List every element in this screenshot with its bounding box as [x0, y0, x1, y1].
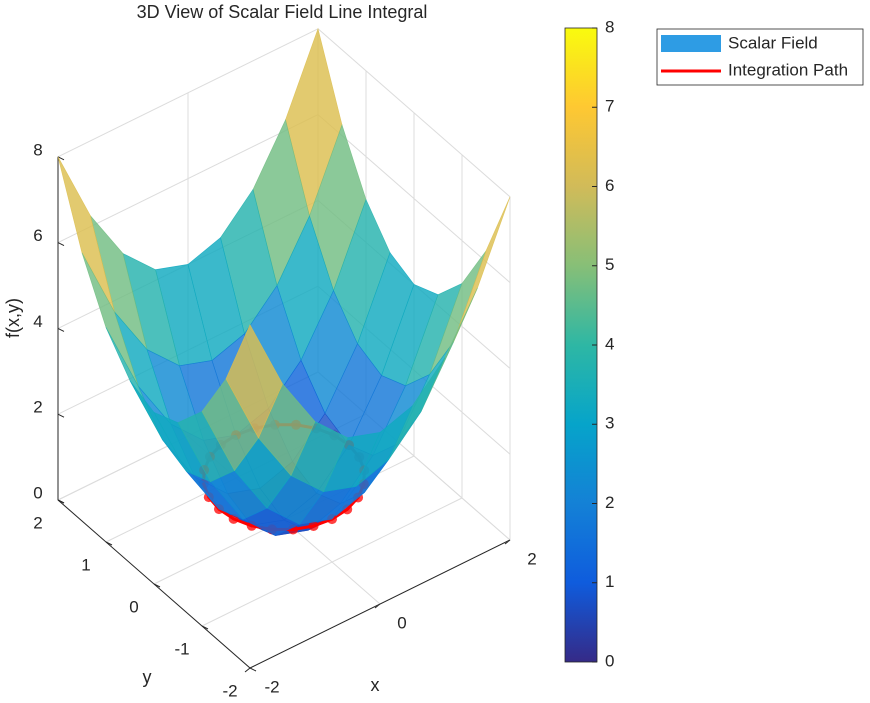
z-tick-label: 2	[33, 398, 42, 417]
z-tick-label: 0	[33, 483, 42, 502]
colorbar-tick-label: 5	[605, 255, 614, 274]
colorbar-tick-label: 1	[605, 572, 614, 591]
y-tick-label: 2	[33, 513, 42, 532]
colorbar-tick-label: 2	[605, 493, 614, 512]
y-tick-label: -1	[174, 639, 189, 658]
z-tick	[58, 243, 64, 246]
chart-title: 3D View of Scalar Field Line Integral	[137, 2, 428, 22]
z-tick-label: 8	[33, 140, 42, 159]
colorbar-tick-label: 6	[605, 176, 614, 195]
axis-line	[250, 540, 510, 668]
x-axis-label: x	[371, 675, 380, 695]
y-tick-label: 0	[129, 597, 138, 616]
legend: Scalar Field Integration Path	[657, 29, 863, 85]
y-tick	[250, 668, 256, 671]
x-tick-label: 0	[397, 613, 406, 632]
x-tick-label: -2	[264, 677, 279, 696]
y-tick-label: -2	[222, 681, 237, 698]
colorbar-tick-label: 3	[605, 414, 614, 433]
legend-label: Scalar Field	[728, 33, 818, 52]
z-axis-label: f(x,y)	[3, 298, 23, 338]
colorbar-tick-label: 7	[605, 97, 614, 116]
axis-line	[58, 500, 250, 668]
legend-swatch	[661, 35, 721, 52]
legend-label: Integration Path	[728, 60, 848, 79]
colorbar-tick-label: 4	[605, 334, 614, 353]
y-axis-label: y	[143, 667, 152, 687]
z-tick	[58, 328, 64, 331]
colorbar-tick-label: 8	[605, 17, 614, 36]
colorbar-tick-label: 0	[605, 651, 614, 670]
x-tick	[245, 668, 250, 672]
z-tick	[58, 414, 64, 417]
z-tick-label: 6	[33, 226, 42, 245]
y-tick-label: 1	[81, 555, 90, 574]
x-tick-label: 2	[527, 549, 536, 568]
z-tick-label: 4	[33, 312, 42, 331]
